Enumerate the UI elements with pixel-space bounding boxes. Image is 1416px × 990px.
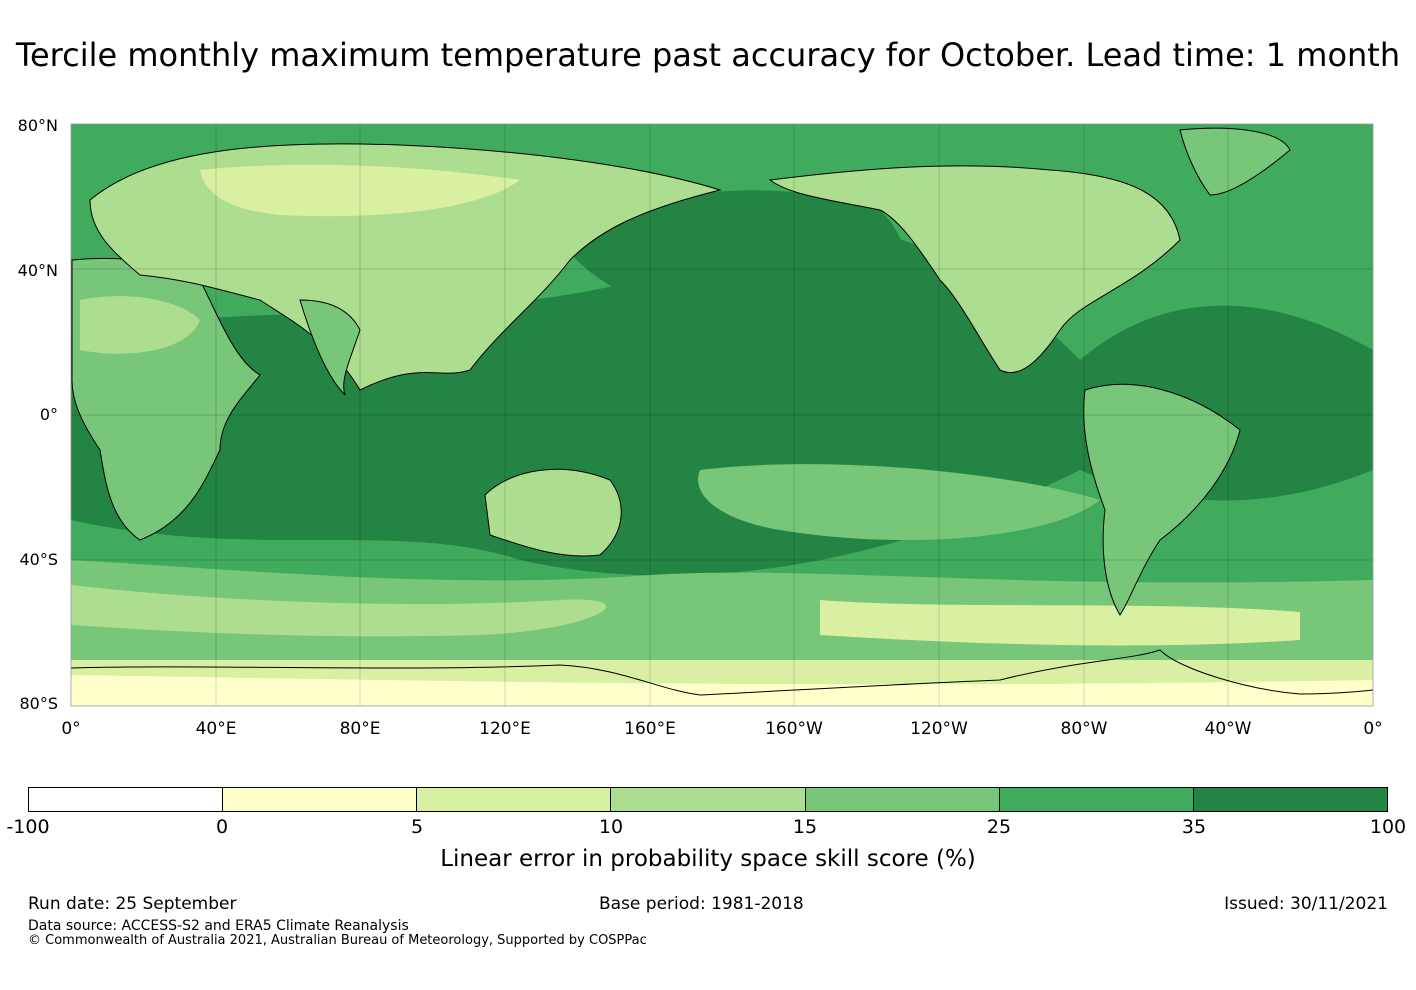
south-pacific-moderate bbox=[698, 464, 1100, 540]
colorbar bbox=[28, 787, 1388, 812]
lon-label-0-west: 0° bbox=[61, 719, 81, 739]
lon-label-80w: 80°W bbox=[1060, 719, 1108, 739]
south-america bbox=[1083, 383, 1241, 616]
lon-label-0-east: 0° bbox=[1363, 719, 1383, 739]
southern-ocean-low-east bbox=[820, 600, 1300, 646]
lon-label-40e: 40°E bbox=[195, 719, 237, 739]
greenland bbox=[1179, 127, 1291, 196]
copyright: © Commonwealth of Australia 2021, Austra… bbox=[28, 933, 647, 948]
australia bbox=[484, 468, 622, 557]
lat-label-40n: 40°N bbox=[17, 261, 58, 280]
lon-label-40w: 40°W bbox=[1204, 719, 1252, 739]
colorbar-segment bbox=[999, 788, 1194, 811]
base-period: Base period: 1981-2018 bbox=[599, 894, 804, 914]
colorbar-tick: 15 bbox=[792, 816, 818, 838]
issued-date: Issued: 30/11/2021 bbox=[1224, 894, 1388, 914]
india bbox=[299, 299, 361, 396]
north-pacific-high bbox=[560, 190, 904, 322]
map-frame bbox=[70, 123, 1374, 707]
colorbar-segment bbox=[223, 788, 418, 811]
colorbar-tick: 10 bbox=[598, 816, 624, 838]
lon-label-120e: 120°E bbox=[479, 719, 531, 739]
colorbar-segment bbox=[417, 788, 612, 811]
colorbar-tick: 5 bbox=[410, 816, 424, 838]
lat-label-80n: 80°N bbox=[17, 116, 58, 135]
antarctica-low bbox=[71, 675, 1373, 706]
sahara-low bbox=[80, 296, 200, 354]
lon-label-160w: 160°W bbox=[765, 719, 823, 739]
siberia-low bbox=[200, 164, 520, 217]
colorbar-tick: 35 bbox=[1181, 816, 1207, 838]
lon-label-160e: 160°E bbox=[624, 719, 676, 739]
run-date: Run date: 25 September bbox=[28, 894, 237, 914]
graticule bbox=[71, 124, 1373, 706]
colorbar-segment bbox=[805, 788, 1000, 811]
north-america bbox=[768, 165, 1181, 374]
antarctica-coast bbox=[71, 649, 1373, 696]
colorbar-tick: 100 bbox=[1369, 816, 1407, 838]
lat-label-0: 0° bbox=[39, 405, 58, 424]
data-source: Data source: ACCESS-S2 and ERA5 Climate … bbox=[28, 918, 409, 934]
map-title: Tercile monthly maximum temperature past… bbox=[15, 36, 1401, 74]
colorbar-segment bbox=[1193, 788, 1387, 811]
colorbar-segment bbox=[611, 788, 806, 811]
lat-label-40s: 40°S bbox=[19, 550, 58, 569]
colorbar-label: Linear error in probability space skill … bbox=[440, 846, 976, 872]
colorbar-segment bbox=[29, 788, 224, 811]
colorbar-tick: 25 bbox=[986, 816, 1012, 838]
lat-label-80s: 80°S bbox=[19, 694, 58, 713]
lon-label-120w: 120°W bbox=[910, 719, 968, 739]
lon-label-80e: 80°E bbox=[339, 719, 381, 739]
colorbar-tick: 0 bbox=[215, 816, 229, 838]
southern-ocean-low bbox=[71, 585, 607, 637]
colorbar-tick: -100 bbox=[6, 816, 50, 838]
